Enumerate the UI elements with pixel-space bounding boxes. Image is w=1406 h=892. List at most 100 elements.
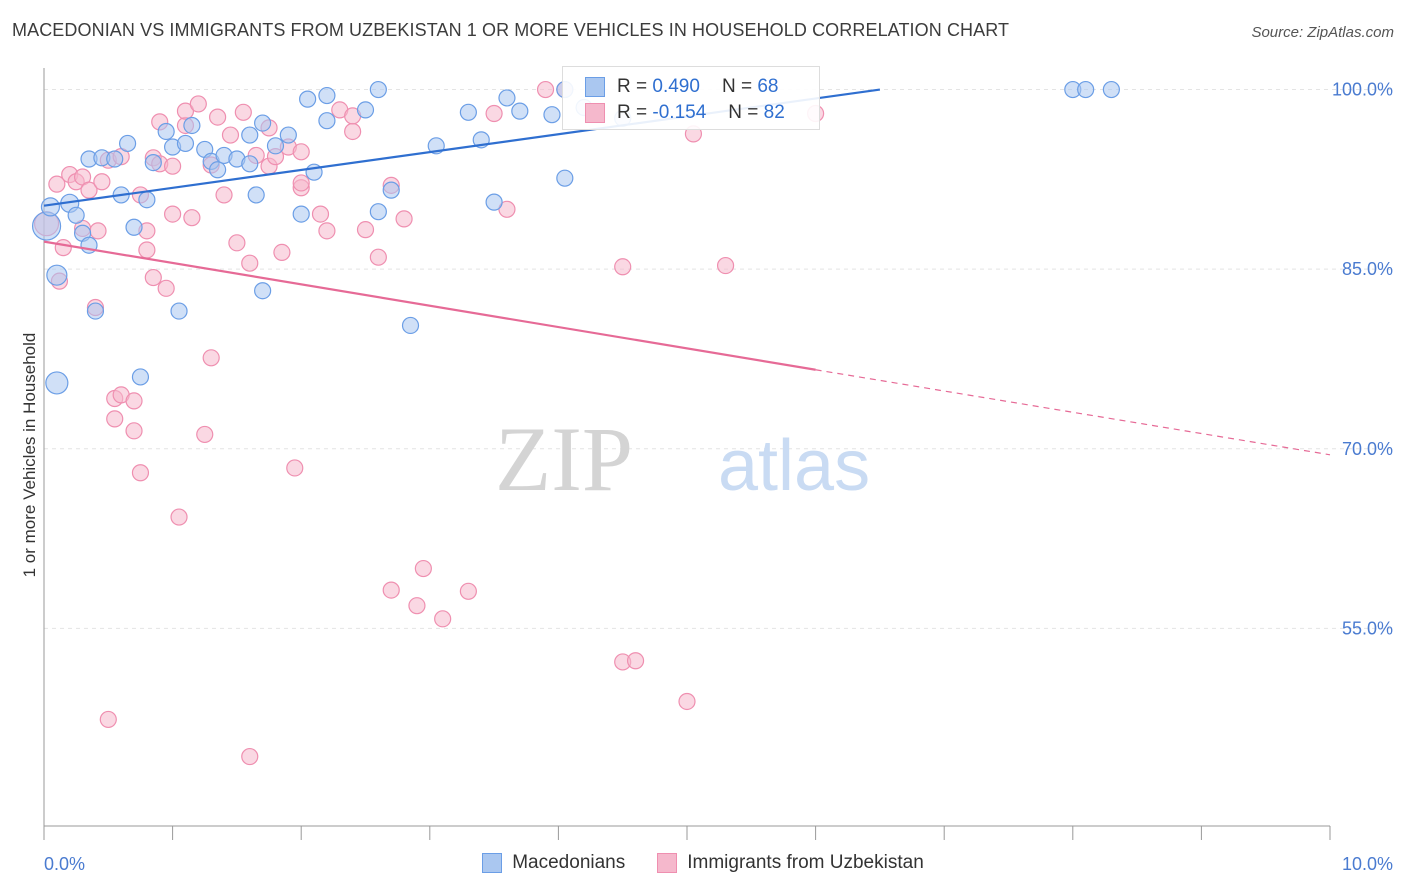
uzbekistan-point — [626, 652, 645, 670]
tick-labels: 100.0% 85.0% 70.0% 55.0% 0.0% 10.0% — [44, 80, 1393, 874]
uzbekistan-point — [369, 248, 387, 266]
uzbekistan-point — [273, 243, 291, 262]
uzbekistan-point — [54, 239, 72, 257]
uzbekistan-point — [382, 581, 400, 599]
r-value: 0.490 — [652, 76, 700, 97]
macedonian-point — [45, 371, 69, 395]
macedonian-point — [157, 122, 175, 141]
macedonian-point — [67, 206, 85, 224]
x-tick-label: 10.0% — [1342, 854, 1393, 874]
macedonian-point — [1077, 80, 1095, 99]
uzbekistan-point — [241, 254, 259, 272]
uzbekistan-point — [241, 747, 259, 766]
uzbekistan-point — [106, 410, 124, 428]
macedonian-point — [543, 106, 561, 124]
uzbekistan-point — [215, 186, 233, 204]
legend-swatch-blue — [482, 853, 503, 873]
uzbekistan-point — [414, 559, 432, 578]
macedonian-point — [241, 155, 259, 173]
uzbekistan-point — [144, 268, 162, 287]
macedonian-point — [318, 86, 336, 105]
macedonian-point — [144, 154, 162, 172]
macedonian-point — [46, 264, 68, 286]
series-legend: Macedonians Immigrants from Uzbekistan — [0, 852, 1406, 874]
uzbekistan-point — [434, 610, 452, 628]
r-label: R = — [617, 76, 648, 97]
y-tick-label: 70.0% — [1342, 439, 1393, 459]
y-tick-label: 55.0% — [1342, 618, 1393, 638]
legend-swatch-pink — [585, 103, 605, 123]
macedonian-point — [209, 161, 227, 179]
uzbekistan-point — [395, 210, 413, 228]
macedonian-point — [241, 126, 259, 144]
uzbekistan-point — [614, 258, 632, 276]
uzbekistan-point — [125, 422, 143, 440]
macedonian-point — [1102, 80, 1120, 99]
macedonian-point — [176, 134, 195, 153]
macedonian-point — [459, 103, 477, 121]
macedonian-point — [485, 193, 503, 211]
legend-swatch-blue — [585, 77, 605, 97]
series-uzbekistan-points — [33, 80, 825, 766]
y-tick-label: 85.0% — [1342, 259, 1393, 279]
uzbekistan-point — [157, 279, 175, 297]
uzbekistan-point — [80, 181, 98, 199]
stats-row-uzbekistan: R = -0.154 N = 82 — [585, 101, 785, 125]
legend-swatch-pink — [657, 853, 678, 873]
watermark: ZIP atlas — [495, 408, 870, 510]
macedonian-point — [318, 112, 336, 130]
macedonian-point — [369, 80, 387, 99]
macedonian-point — [86, 302, 105, 320]
macedonian-point — [556, 169, 574, 187]
uzbekistan-point — [183, 209, 201, 227]
legend-label: Macedonians — [512, 852, 626, 873]
n-value: 82 — [763, 102, 785, 123]
uzbekistan-point — [209, 108, 227, 126]
uzbekistan-point — [138, 241, 156, 259]
uzbekistan-point — [292, 174, 310, 192]
uzbekistan-point — [408, 597, 426, 615]
uzbekistan-point — [485, 104, 503, 123]
legend-item-uzbekistan[interactable]: Immigrants from Uzbekistan — [657, 852, 924, 874]
uzbekistan-point — [459, 582, 477, 600]
uzbekistan-point — [125, 392, 143, 410]
uzbekistan-point — [48, 175, 66, 193]
macedonian-point — [254, 114, 272, 132]
axes — [43, 68, 1331, 840]
macedonian-point — [299, 90, 317, 108]
legend-item-macedonians[interactable]: Macedonians — [482, 852, 625, 874]
n-value: 68 — [757, 76, 779, 97]
uzbekistan-trend-line — [43, 240, 816, 371]
uzbekistan-point — [678, 692, 696, 711]
uzbekistan-point — [202, 349, 220, 367]
stats-legend: R = 0.490 N = 68 R = -0.154 N = 82 — [562, 66, 820, 130]
uzbekistan-point — [196, 425, 214, 444]
macedonian-point — [498, 89, 516, 107]
legend-label: Immigrants from Uzbekistan — [687, 852, 924, 873]
macedonian-point — [279, 126, 297, 144]
macedonian-point — [266, 137, 285, 155]
stats-row-macedonians: R = 0.490 N = 68 — [585, 75, 778, 99]
macedonian-point — [170, 302, 188, 320]
chart-title: MACEDONIAN VS IMMIGRANTS FROM UZBEKISTAN… — [12, 20, 1010, 40]
uzbekistan-point — [164, 157, 182, 175]
r-label: R = — [617, 102, 648, 123]
r-value: -0.154 — [652, 102, 707, 123]
uzbekistan-point — [311, 205, 330, 223]
uzbekistan-point — [344, 122, 362, 141]
macedonian-point — [125, 218, 143, 236]
uzbekistan-point — [99, 710, 117, 729]
uzbekistan-point — [189, 95, 207, 113]
macedonian-point — [31, 211, 62, 241]
macedonian-point — [131, 368, 150, 386]
macedonian-point — [511, 102, 529, 120]
uzbekistan-point — [356, 221, 375, 239]
n-label: N = — [728, 102, 759, 123]
macedonian-point — [369, 203, 387, 221]
macedonian-point — [183, 116, 201, 135]
macedonian-point — [356, 101, 375, 119]
macedonian-point — [382, 181, 400, 199]
uzbekistan-point — [170, 508, 188, 526]
macedonian-point — [292, 205, 310, 223]
